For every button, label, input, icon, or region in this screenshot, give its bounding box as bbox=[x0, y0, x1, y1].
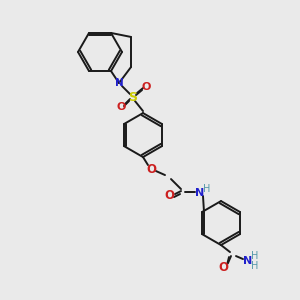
Text: H: H bbox=[251, 261, 259, 271]
Text: O: O bbox=[116, 102, 126, 112]
Text: O: O bbox=[146, 163, 156, 176]
Text: N: N bbox=[115, 78, 123, 88]
Text: S: S bbox=[128, 91, 137, 103]
Text: O: O bbox=[141, 82, 151, 92]
Text: H: H bbox=[251, 251, 259, 261]
Text: O: O bbox=[164, 189, 174, 202]
Text: N: N bbox=[243, 256, 253, 266]
Text: N: N bbox=[195, 188, 205, 198]
Text: O: O bbox=[218, 261, 228, 274]
Text: H: H bbox=[203, 184, 211, 194]
